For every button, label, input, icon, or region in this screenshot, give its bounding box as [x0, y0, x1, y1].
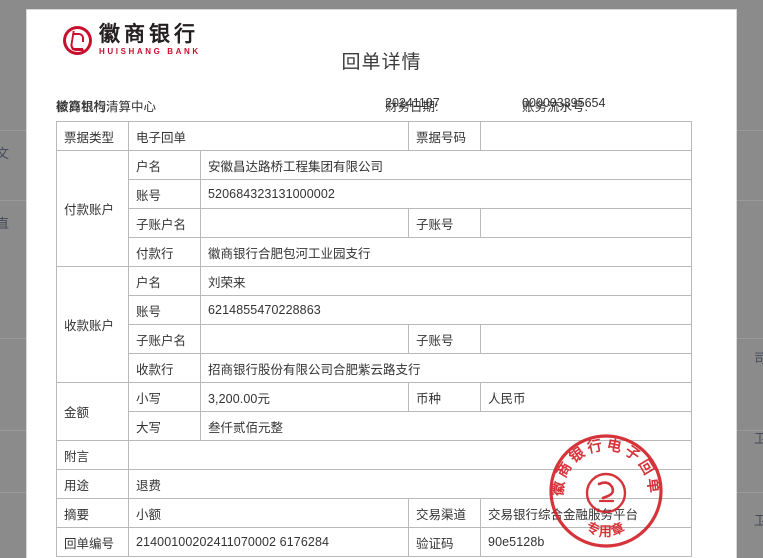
purpose-value: 退费 — [127, 469, 693, 499]
meta-date-label: 财务日期: — [385, 100, 439, 114]
receipt-no-label: 回单编号 — [56, 527, 129, 557]
table-row-payer-subaccount: 子账户名 子账号 — [57, 208, 693, 238]
gutter-glyph-left: 直 — [0, 216, 10, 231]
table-row-amount-small: 金额 小写 3,200.00元 币种 人民币 — [56, 382, 693, 441]
payee-name-label: 户名 — [128, 266, 201, 296]
payee-sub-account-value — [480, 324, 693, 354]
payee-account-label: 账号 — [128, 295, 201, 325]
gutter-glyph-left: 文 — [0, 146, 10, 161]
amount-big-label: 大写 — [128, 411, 201, 441]
receipt-no-value: 21400100202411070002 6176284 — [127, 527, 410, 557]
amount-big-value: 叁仟贰佰元整 — [199, 411, 693, 441]
payee-name-value: 刘荣来 — [199, 266, 693, 296]
bank-name-cn: 徽商银行 — [99, 22, 199, 46]
amount-small-label: 小写 — [128, 382, 201, 412]
gutter-glyph-right: 司 — [753, 351, 763, 366]
payee-bank-value: 招商银行股份有限公司合肥紫云路支行 — [199, 353, 693, 383]
amount-group-label: 金额 — [56, 382, 129, 441]
table-row-purpose: 用途 退费 — [56, 469, 693, 499]
table-row-payee-bank: 收款行 招商银行股份有限公司合肥紫云路支行 — [57, 353, 693, 383]
payee-sub-name-value — [199, 324, 410, 354]
table-row-abstract: 摘要 小额 交易渠道 交易银行综合金融服务平台 — [56, 498, 693, 528]
bill-no-value — [480, 121, 693, 151]
table-row-payee-subaccount: 子账户名 子账号 — [57, 324, 693, 354]
page-title: 回单详情 — [341, 51, 422, 73]
gutter-glyph-right: 卫 — [753, 513, 763, 528]
table-row-payer-name: 付款账户 户名 安徽昌达路桥工程集团有限公司 — [56, 150, 693, 267]
table-row-payee-account: 账号 6214855470228863 — [57, 295, 693, 325]
meta-seq-value: 000003395654 — [522, 96, 606, 110]
payer-account-value: 520684323131000002 — [199, 179, 693, 209]
purpose-label: 用途 — [56, 469, 129, 499]
currency-value: 人民币 — [480, 382, 693, 412]
bill-type-label: 票据类型 — [56, 121, 129, 151]
payee-account-value: 6214855470228863 — [199, 295, 693, 325]
payer-name-label: 户名 — [128, 150, 201, 180]
postscript-label: 附言 — [56, 440, 129, 470]
amount-small-value: 3,200.00元 — [199, 382, 410, 412]
payer-account-label: 账号 — [128, 179, 201, 209]
payee-sub-name-label: 子账户名 — [128, 324, 201, 354]
currency-label: 币种 — [408, 382, 482, 412]
abstract-label: 摘要 — [56, 498, 129, 528]
table-row-bill-type: 票据类型 电子回单 票据号码 — [56, 121, 693, 151]
document-meta: 核算机构: 徽商银行清算中心 财务日期: 20241107 账务流水号: 000… — [56, 96, 716, 114]
payer-sub-name-value — [199, 208, 410, 238]
payee-bank-label: 收款行 — [128, 353, 201, 383]
payer-name-value: 安徽昌达路桥工程集团有限公司 — [199, 150, 693, 180]
meta-org-value: 徽商银行清算中心 — [56, 100, 157, 114]
postscript-value — [127, 440, 693, 470]
bank-brand: 徽商银行 HUISHANG BANK — [63, 24, 201, 56]
bill-type-value: 电子回单 — [127, 121, 410, 151]
verify-code-value: 90e5128b — [480, 527, 693, 557]
meta-date-value: 20241107 — [385, 96, 440, 110]
payer-bank-label: 付款行 — [128, 237, 201, 267]
channel-label: 交易渠道 — [408, 498, 482, 528]
table-row-amount-big: 大写 叁仟贰佰元整 — [57, 411, 693, 441]
payer-group-label: 付款账户 — [56, 150, 129, 267]
payer-bank-value: 徽商银行合肥包河工业园支行 — [199, 237, 693, 267]
meta-org-label: 核算机构: — [56, 100, 110, 114]
payee-sub-account-label: 子账号 — [408, 324, 482, 354]
gutter-glyph-right: 卫 — [753, 431, 763, 446]
payee-group-label: 收款账户 — [56, 266, 129, 383]
table-row-payer-account: 账号 520684323131000002 — [57, 179, 693, 209]
table-row-receipt-no: 回单编号 21400100202411070002 6176284 验证码 90… — [56, 527, 693, 557]
receipt-page: 徽商银行 HUISHANG BANK 回单详情 核算机构: 徽商银行清算中心 财… — [27, 10, 736, 558]
bill-no-label: 票据号码 — [408, 121, 482, 151]
payer-sub-name-label: 子账户名 — [128, 208, 201, 238]
huishang-bank-logo-icon — [63, 25, 92, 55]
table-row-postscript: 附言 — [56, 440, 693, 470]
table-row-payee-name: 收款账户 户名 刘荣来 — [56, 266, 693, 383]
receipt-detail-table: 票据类型 电子回单 票据号码 付款账户 户名 安徽昌达路桥工程集团有限公司 账号… — [56, 121, 693, 557]
meta-seq-label: 账务流水号: — [522, 100, 588, 114]
payer-sub-account-value — [480, 208, 693, 238]
abstract-value: 小额 — [127, 498, 410, 528]
bank-name-en: HUISHANG BANK — [99, 47, 201, 56]
verify-code-label: 验证码 — [408, 527, 482, 557]
table-row-payer-bank: 付款行 徽商银行合肥包河工业园支行 — [57, 237, 693, 267]
channel-value: 交易银行综合金融服务平台 — [480, 498, 693, 528]
payer-sub-account-label: 子账号 — [408, 208, 482, 238]
